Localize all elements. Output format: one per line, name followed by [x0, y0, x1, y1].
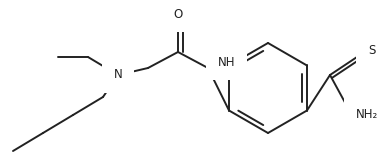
- Text: N: N: [114, 69, 122, 82]
- Text: O: O: [173, 7, 182, 21]
- Text: NH₂: NH₂: [356, 107, 378, 121]
- Text: NH: NH: [218, 55, 236, 69]
- Text: S: S: [368, 45, 375, 58]
